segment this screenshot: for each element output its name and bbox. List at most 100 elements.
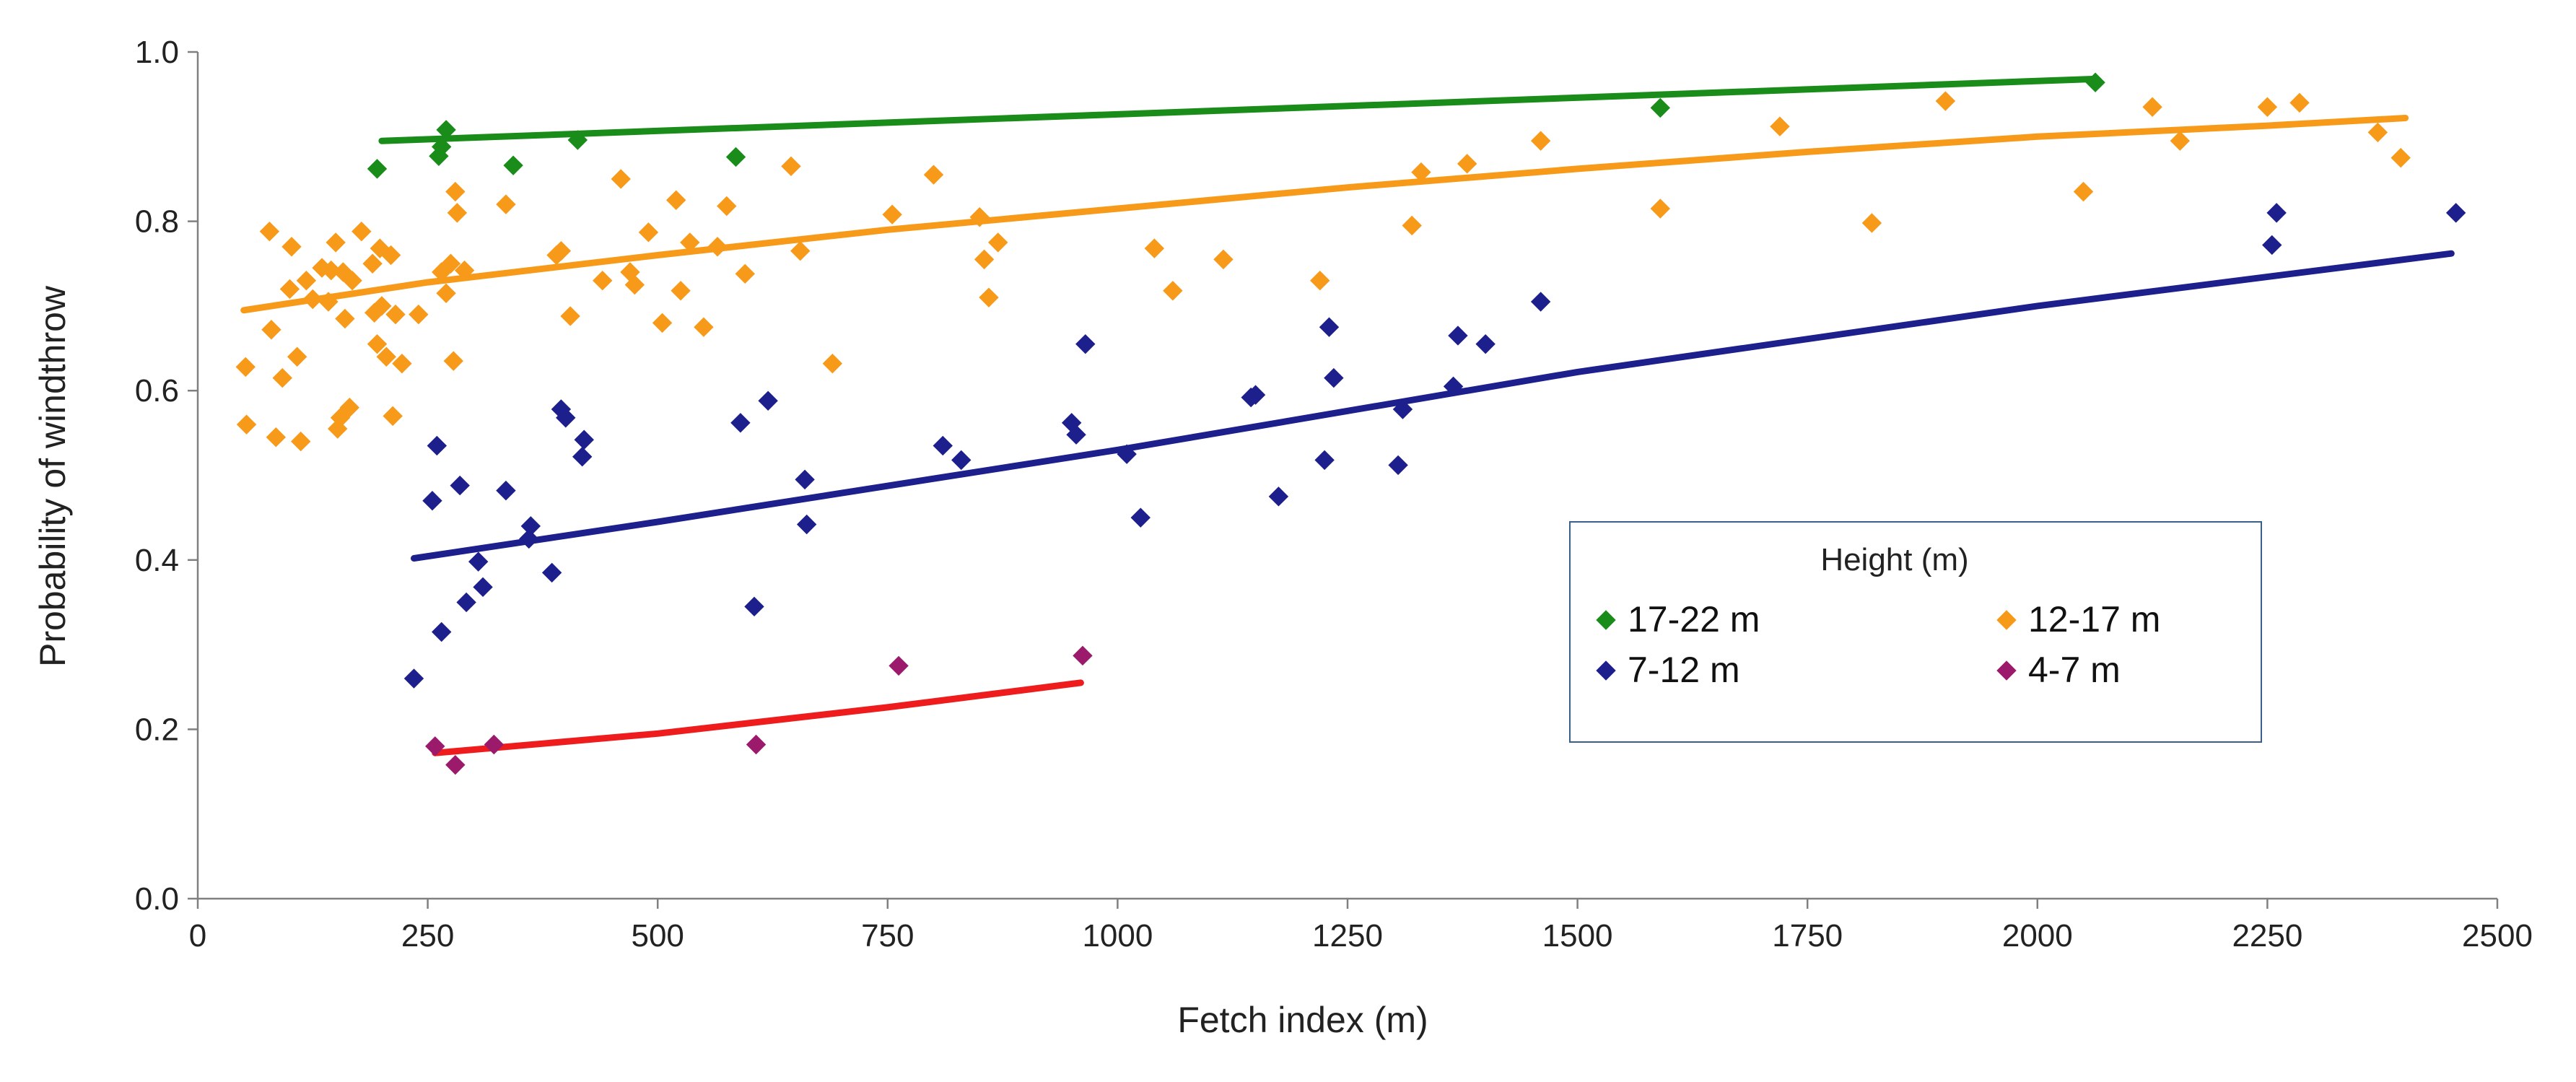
legend-label: 7-12 m [1628,650,1740,690]
data-point [342,271,362,291]
y-tick-label: 0.2 [135,712,179,747]
data-point [484,734,505,755]
data-point [974,249,995,270]
data-point [1310,271,1330,291]
y-tick-label: 0.4 [135,543,179,578]
data-point [436,120,456,140]
data-point [1073,645,1093,666]
data-point [447,203,468,223]
data-point [287,346,307,367]
x-tick-label: 1250 [1312,918,1383,954]
data-point [665,190,686,210]
data-point [1117,444,1137,464]
legend: Height (m) 17-22 m 12-17 m 7-12 m 4-7 m [1569,521,2262,743]
data-point [432,621,452,642]
legend-label: 17-22 m [1628,599,1760,640]
data-point [2289,92,2310,113]
data-point [2367,122,2388,143]
data-point [456,592,476,613]
data-point [496,194,516,214]
data-point [882,204,902,224]
data-point [427,435,447,456]
data-point [744,596,764,617]
data-point [1319,317,1340,337]
data-point [1530,131,1551,151]
data-point [296,271,317,291]
data-point [560,306,580,326]
data-point [567,130,588,150]
legend-entries: 17-22 m 12-17 m 7-12 m 4-7 m [1596,599,2160,690]
data-point [272,367,292,388]
data-points [235,72,2466,775]
data-point [1475,333,1496,354]
data-point [923,165,944,185]
data-point [969,207,990,227]
data-point [758,391,778,411]
data-point [730,413,751,433]
trend-line-4-7m [432,679,1084,756]
data-point [443,351,463,371]
data-point [822,353,843,374]
x-tick-label: 750 [861,918,914,954]
data-point [551,240,572,261]
data-point [2170,131,2191,151]
data-point [2142,97,2162,117]
trend-line-12-17m [240,115,2409,314]
data-point [1411,162,1431,183]
data-point [638,222,659,243]
data-point [496,480,516,501]
data-point [318,292,339,312]
data-point [352,221,372,242]
data-point [422,490,442,511]
x-tick-label: 1500 [1542,918,1613,954]
y-axis-title: Probability of windthrow [32,285,73,667]
tick-labels: 0 250 500 750 1000 1250 1500 1750 2000 2250 2500 0.… [135,35,2533,954]
data-point [279,279,300,300]
data-point [339,397,359,418]
data-point [440,253,461,274]
legend-marker [1996,610,2017,630]
data-point [680,232,700,253]
data-point [281,237,302,257]
trend-line-7-12m [411,250,2455,562]
x-tick-label: 2000 [2002,918,2073,954]
x-tick-label: 250 [401,918,454,954]
data-point [291,431,311,452]
data-point [746,734,767,755]
data-point [652,313,673,333]
data-point [795,469,815,490]
data-point [425,736,445,756]
data-point [392,353,412,374]
x-tick-label: 0 [189,918,206,954]
data-point [1324,367,1344,388]
data-point [781,156,801,177]
legend-marker [1596,610,1616,630]
data-point [2085,72,2105,92]
data-point [2445,203,2466,223]
data-point [1650,198,1671,219]
legend-marker [1996,660,2017,681]
data-point [541,562,562,583]
data-point [383,406,403,427]
data-point [1392,399,1413,419]
data-point [574,429,594,450]
x-tick-label: 2250 [2232,918,2302,954]
legend-marker [1596,660,1616,681]
data-point [519,528,539,549]
data-point [1443,376,1464,397]
data-point [1245,385,1266,405]
data-point [790,240,811,261]
data-point [302,289,323,310]
y-tick-label: 1.0 [135,35,179,70]
x-tick-label: 1000 [1082,918,1153,954]
data-point [328,419,348,439]
y-tick-label: 0.8 [135,204,179,240]
data-point [330,408,351,428]
data-point [796,514,817,535]
data-point [436,283,456,304]
data-point [933,435,953,456]
data-point [362,253,383,274]
data-point [1268,487,1289,507]
data-point [326,232,346,253]
data-point [888,655,909,676]
